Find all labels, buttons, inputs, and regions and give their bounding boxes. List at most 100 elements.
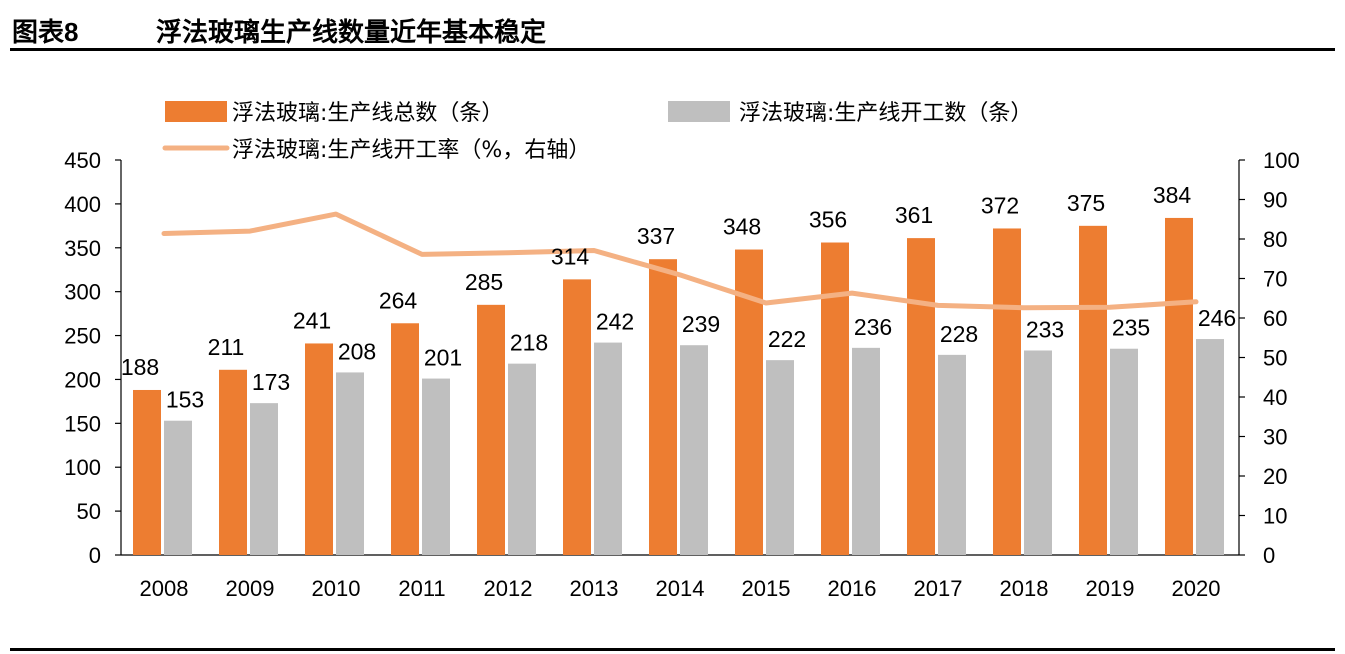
left-tick-label: 100 — [64, 455, 101, 480]
bar-open — [250, 403, 278, 555]
bar-open — [938, 354, 966, 555]
left-tick-label: 200 — [64, 367, 101, 392]
data-label-total: 375 — [1067, 190, 1105, 216]
right-tick-label: 60 — [1263, 306, 1287, 331]
data-label-open: 236 — [854, 314, 892, 340]
left-tick-label: 300 — [64, 280, 101, 305]
right-tick-label: 80 — [1263, 227, 1287, 252]
bar-series — [133, 217, 1224, 556]
right-tick-label: 0 — [1263, 543, 1275, 568]
bar-total — [649, 259, 677, 555]
bar-total — [305, 343, 333, 555]
left-tick-label: 350 — [64, 236, 101, 261]
right-tick-label: 20 — [1263, 464, 1287, 489]
bar-total — [133, 389, 161, 555]
x-tick-label: 2015 — [742, 576, 791, 601]
left-tick-label: 250 — [64, 324, 101, 349]
data-label-open: 228 — [940, 321, 978, 347]
figure-title: 浮法玻璃生产线数量近年基本稳定 — [156, 17, 547, 47]
data-label-open: 242 — [596, 309, 634, 335]
x-tick-label: 2019 — [1086, 576, 1135, 601]
x-tick-label: 2017 — [914, 576, 963, 601]
data-label-total: 314 — [551, 243, 590, 269]
data-label-open: 222 — [768, 326, 806, 352]
x-tick-label: 2012 — [484, 576, 533, 601]
left-tick-label: 0 — [89, 543, 101, 568]
left-tick-label: 50 — [77, 499, 101, 524]
left-tick-label: 450 — [64, 148, 101, 173]
bar-total — [993, 228, 1021, 555]
data-label-open: 173 — [252, 369, 290, 395]
footer-rule — [10, 648, 1335, 651]
x-tick-label: 2014 — [656, 576, 705, 601]
right-tick-label: 100 — [1263, 148, 1300, 173]
figure-label: 图表8 — [12, 17, 79, 47]
data-label-open: 239 — [682, 311, 720, 337]
x-tick-label: 2020 — [1172, 576, 1221, 601]
right-tick-label: 30 — [1263, 425, 1287, 450]
bar-open — [508, 363, 536, 555]
data-label-total: 348 — [723, 214, 761, 240]
left-tick-label: 400 — [64, 192, 101, 217]
data-label-total: 356 — [809, 207, 847, 233]
x-axis: 2008 2009 2010 2011 2012 2013 2014 2015 2016 2017… — [121, 554, 1239, 601]
legend-label-rate: 浮法玻璃:生产线开工率（%，右轴） — [232, 138, 590, 163]
x-tick-label: 2018 — [1000, 576, 1049, 601]
data-label-open: 218 — [510, 330, 548, 356]
bar-open — [164, 420, 192, 555]
bar-total — [907, 238, 935, 555]
bar-total — [219, 369, 247, 555]
bar-total — [821, 242, 849, 555]
figure-header: 图表8 浮法玻璃生产线数量近年基本稳定 — [10, 10, 1335, 51]
right-tick-label: 40 — [1263, 385, 1287, 410]
data-label-total: 372 — [981, 192, 1019, 218]
line-series — [161, 211, 1199, 311]
bar-open — [766, 360, 794, 555]
x-tick-label: 2011 — [398, 576, 445, 601]
bar-total — [1165, 217, 1193, 555]
data-label-open: 246 — [1198, 305, 1236, 331]
right-tick-label: 70 — [1263, 267, 1287, 292]
bar-open — [680, 345, 708, 555]
legend-swatch-total — [165, 101, 227, 122]
x-tick-label: 2010 — [312, 576, 361, 601]
left-y-axis: 0 50 100 150 200 250 300 350 400 450 — [64, 148, 122, 568]
bar-open — [422, 378, 450, 555]
data-label-total: 361 — [895, 202, 933, 228]
data-label-total: 241 — [293, 307, 331, 333]
bar-open — [1024, 350, 1052, 555]
right-tick-label: 50 — [1263, 346, 1287, 371]
right-tick-label: 10 — [1263, 504, 1287, 529]
right-tick-label: 90 — [1263, 188, 1287, 213]
data-label-open: 235 — [1112, 315, 1150, 341]
data-label-open: 153 — [166, 387, 204, 413]
bar-total — [563, 279, 591, 555]
bar-open — [852, 347, 880, 555]
legend-label-total: 浮法玻璃:生产线总数（条） — [232, 101, 503, 126]
right-y-axis: 0 10 20 30 40 50 60 70 80 90 100 — [1238, 148, 1300, 568]
left-tick-label: 150 — [64, 411, 101, 436]
x-tick-label: 2016 — [828, 576, 877, 601]
bar-total — [1079, 225, 1107, 556]
data-label-total: 264 — [379, 287, 418, 313]
data-label-open: 208 — [338, 338, 376, 364]
bar-open — [1110, 348, 1138, 555]
legend-swatch-open — [668, 101, 730, 122]
rate-line — [161, 211, 1199, 311]
legend-label-open: 浮法玻璃:生产线开工数（条） — [739, 101, 1032, 126]
data-label-total: 211 — [208, 334, 245, 360]
bar-total — [391, 323, 419, 555]
legend: 浮法玻璃:生产线总数（条） 浮法玻璃:生产线开工数（条） 浮法玻璃:生产线开工率（%… — [162, 101, 1032, 163]
data-label-open: 233 — [1026, 316, 1064, 342]
bar-total — [477, 304, 505, 555]
data-label-total: 384 — [1153, 182, 1192, 208]
x-tick-label: 2013 — [570, 576, 619, 601]
data-label-open: 201 — [424, 345, 462, 371]
data-label-total: 285 — [465, 269, 503, 295]
bar-open — [336, 372, 364, 555]
bar-open — [594, 342, 622, 555]
data-label-total: 337 — [637, 223, 675, 249]
x-tick-label: 2008 — [140, 576, 189, 601]
